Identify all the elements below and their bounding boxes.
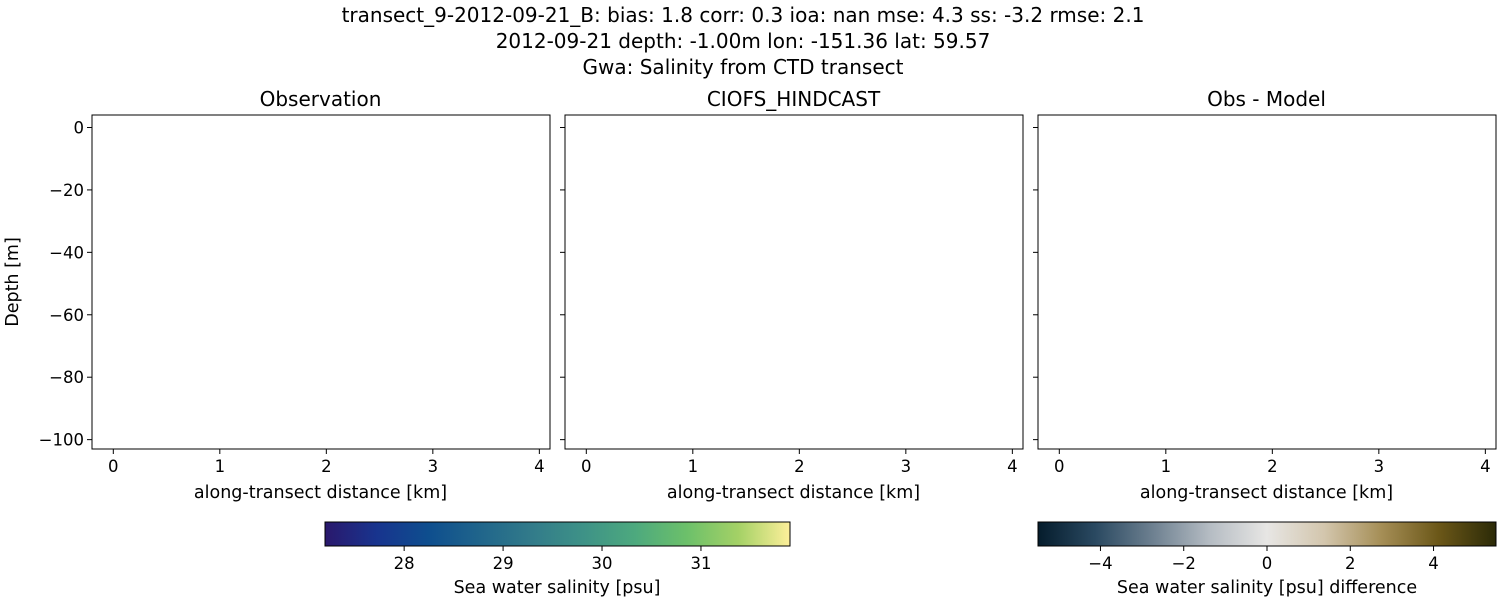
x-tick-label: 2: [794, 457, 805, 476]
model-panel: CIOFS_HINDCAST along-transect distance […: [560, 87, 1024, 503]
title-line-1: transect_9-2012-09-21_B: bias: 1.8 corr:…: [342, 3, 1145, 27]
colorbar-tick-label: 29: [493, 554, 514, 573]
x-tick-label: 1: [688, 457, 699, 476]
x-tick-label: 0: [1054, 457, 1065, 476]
figure-title: transect_9-2012-09-21_B: bias: 1.8 corr:…: [342, 3, 1145, 79]
x-tick-label: 4: [1480, 457, 1491, 476]
difference-panel: Obs - Model along-transect distance [km]…: [1033, 87, 1497, 503]
x-tick-label: 4: [534, 457, 545, 476]
colorbar-tick-label: −4: [1088, 554, 1112, 573]
observation-panel: Observation along-transect distance [km]…: [3, 87, 551, 503]
x-axis-label: along-transect distance [km]: [1140, 483, 1393, 503]
y-tick-label: −100: [39, 431, 84, 450]
x-tick-label: 3: [901, 457, 912, 476]
colorbar-gradient: [1037, 521, 1497, 547]
y-tick-label: −20: [49, 181, 84, 200]
panel-title: Observation: [260, 87, 382, 111]
colorbar-tick-label: 2: [1345, 554, 1356, 573]
x-tick-label: 4: [1007, 457, 1018, 476]
axes-frame: [1037, 114, 1497, 450]
colorbar-label: Sea water salinity [psu] difference: [1117, 578, 1417, 598]
y-tick-label: 0: [74, 118, 85, 137]
colorbar-tick-label: 30: [592, 554, 613, 573]
x-tick-label: 3: [1374, 457, 1385, 476]
x-tick-label: 0: [108, 457, 119, 476]
y-tick-label: −80: [49, 368, 84, 387]
axes-frame: [91, 114, 551, 450]
axes-frame: [564, 114, 1024, 450]
cast-marks: [108, 126, 537, 438]
cast-marks: [581, 126, 1010, 438]
salinity-colorbar: Sea water salinity [psu] 28 29 30 31: [324, 521, 791, 598]
x-axis-label: along-transect distance [km]: [667, 483, 920, 503]
cast-marks: [1054, 115, 1483, 449]
title-line-2: 2012-09-21 depth: -1.00m lon: -151.36 la…: [496, 29, 991, 53]
colorbar-gradient: [324, 521, 791, 547]
colorbar-tick-label: 4: [1428, 554, 1439, 573]
title-line-3: Gwa: Salinity from CTD transect: [583, 55, 904, 79]
panel-title: Obs - Model: [1207, 87, 1326, 111]
y-tick-label: −40: [49, 243, 84, 262]
x-tick-label: 0: [581, 457, 592, 476]
x-axis-label: along-transect distance [km]: [194, 483, 447, 503]
y-tick-label: −60: [49, 306, 84, 325]
x-tick-label: 2: [321, 457, 332, 476]
panel-title: CIOFS_HINDCAST: [707, 87, 881, 111]
x-tick-label: 1: [1161, 457, 1172, 476]
difference-colorbar: Sea water salinity [psu] difference −4 −2…: [1037, 521, 1497, 598]
colorbar-tick-label: 0: [1262, 554, 1273, 573]
colorbar-tick-label: 28: [394, 554, 415, 573]
y-axis-label: Depth [m]: [3, 237, 23, 327]
x-tick-label: 1: [215, 457, 226, 476]
colorbar-label: Sea water salinity [psu]: [454, 578, 661, 598]
x-tick-label: 3: [428, 457, 439, 476]
x-tick-label: 2: [1267, 457, 1278, 476]
colorbar-tick-label: −2: [1172, 554, 1196, 573]
colorbar-tick-label: 31: [690, 554, 711, 573]
